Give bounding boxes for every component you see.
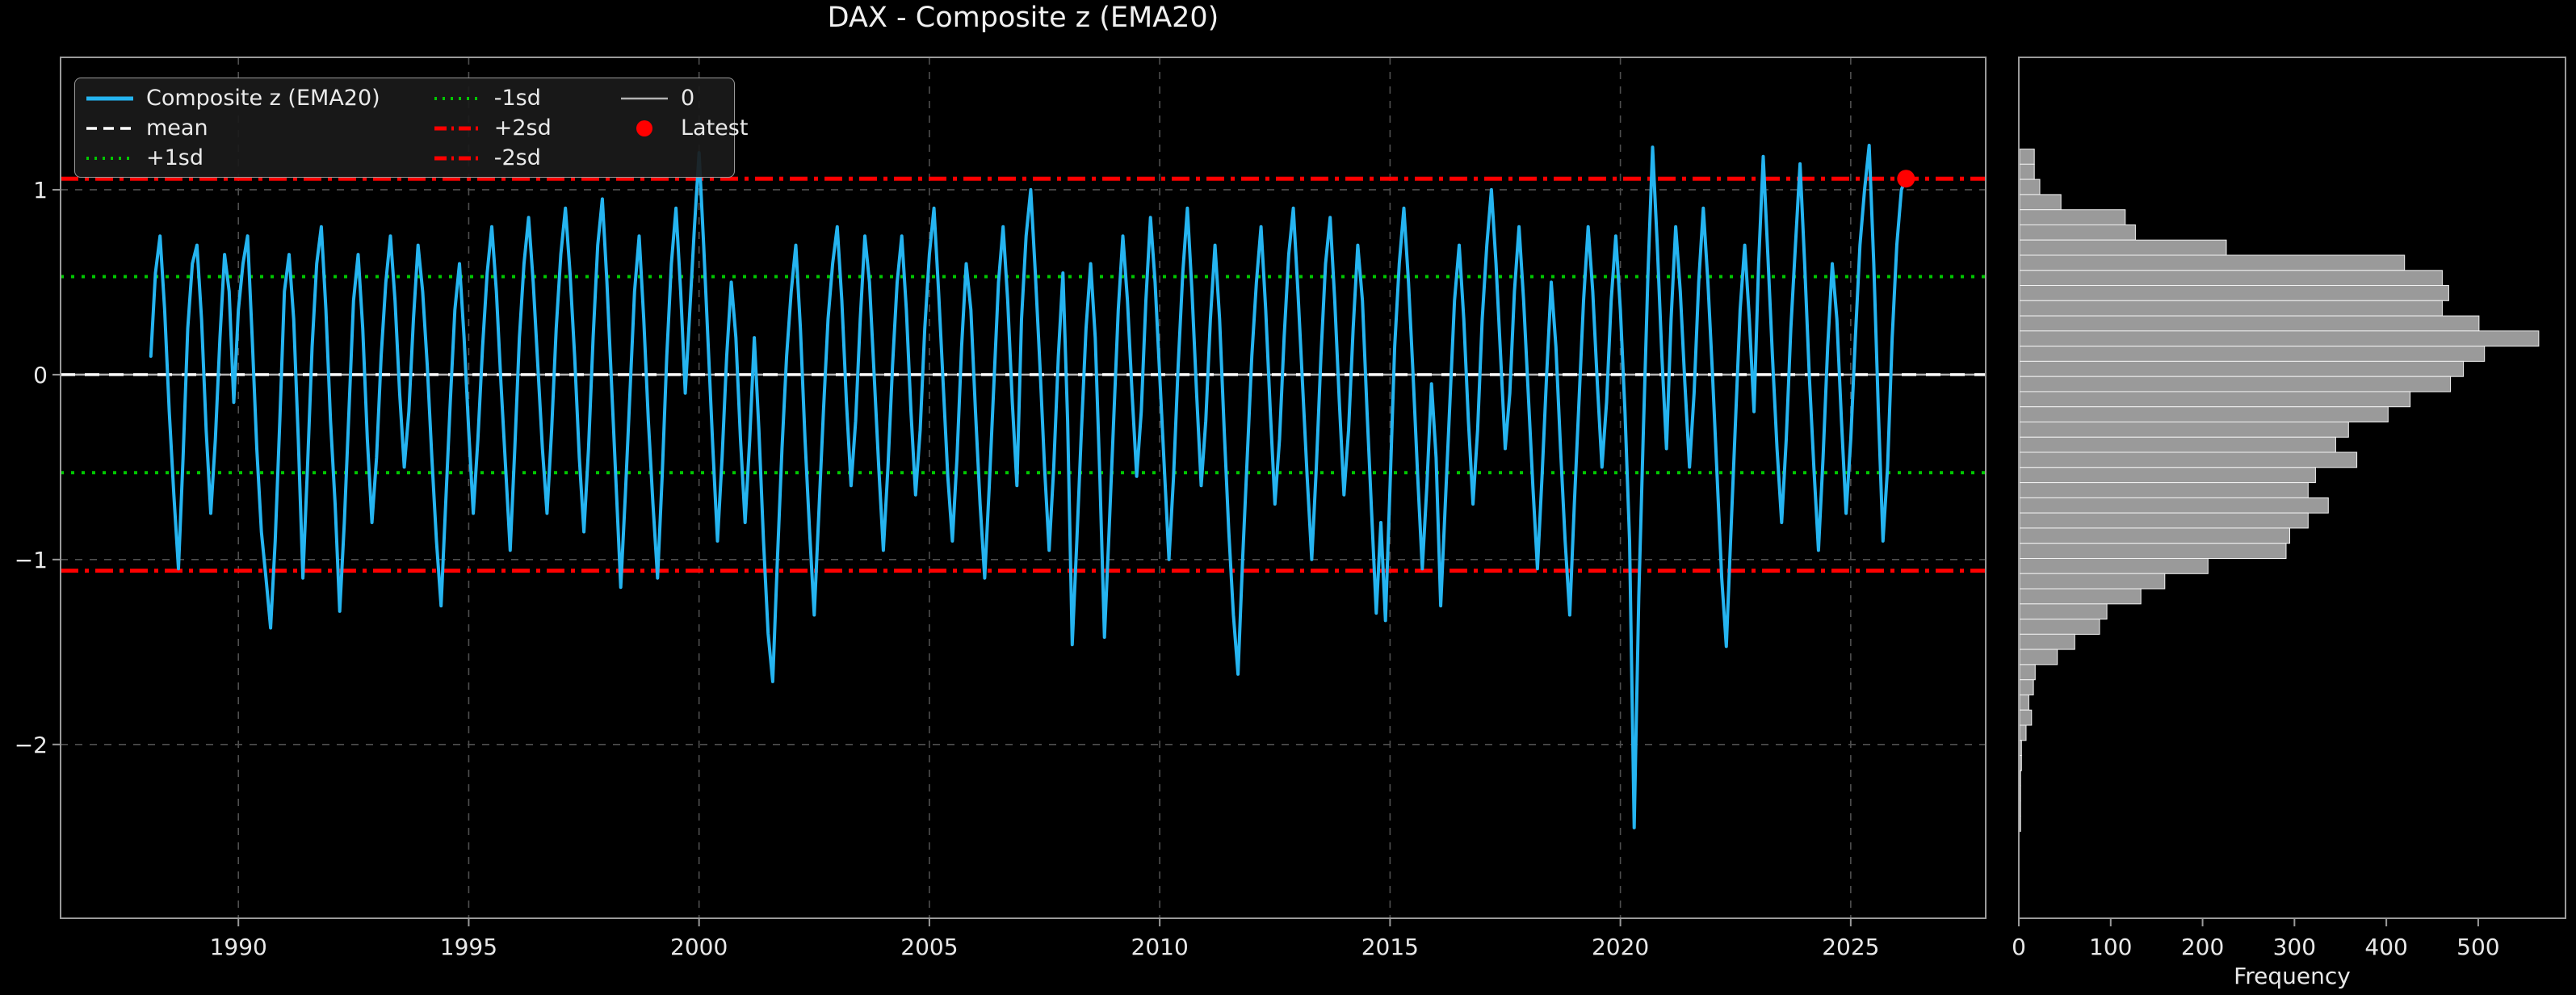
hist-x-tick-label-200: 200: [2181, 934, 2224, 960]
legend-entry: +2sd: [433, 113, 619, 143]
hist-bar: [2019, 406, 2389, 423]
y-tick-label--1: −1: [15, 547, 48, 573]
legend-entry: +1sd: [85, 143, 433, 173]
legend-line-sample-icon: [86, 156, 133, 160]
x-tick-label-2020: 2020: [1592, 934, 1649, 960]
legend-column: -1sd +2sd -2sd: [433, 83, 619, 173]
x-tick-label-2010: 2010: [1131, 934, 1189, 960]
hist-bar: [2019, 588, 2142, 605]
legend-label: +2sd: [493, 115, 552, 141]
legend-entry: Composite z (EMA20): [85, 83, 433, 113]
histogram-xlabel: Frequency: [2234, 963, 2351, 989]
legend-label: 0: [681, 86, 695, 111]
legend-line-sample-icon: [434, 156, 481, 160]
hist-bar: [2019, 330, 2540, 347]
hist-bar: [2019, 178, 2041, 195]
legend-label: Latest: [681, 115, 749, 141]
x-tick-label-2000: 2000: [670, 934, 728, 960]
x-tick-label-1995: 1995: [440, 934, 497, 960]
gridlines: [61, 57, 1986, 918]
hist-bar: [2019, 224, 2136, 241]
legend-line-sample-icon: [434, 96, 481, 100]
main-plot-frame: [60, 57, 1987, 919]
composite-z-series-line: [149, 144, 1908, 829]
hist-bar: [2019, 467, 2316, 484]
hist-bar: [2019, 709, 2033, 726]
hist-bar: [2019, 740, 2022, 757]
hist-bar: [2019, 254, 2406, 271]
legend-entry: -1sd: [433, 83, 619, 113]
hist-bar: [2019, 512, 2309, 529]
hist-bar: [2019, 482, 2309, 498]
legend-line-sample-icon: [86, 96, 133, 100]
legend-label: -2sd: [493, 145, 541, 170]
hist-bar: [2019, 209, 2126, 226]
hist-bar: [2019, 679, 2034, 696]
legend-entry: 0: [619, 83, 724, 113]
legend-entry: Latest: [619, 113, 748, 143]
chart-title: DAX - Composite z (EMA20): [827, 2, 1219, 34]
hist-bar: [2019, 315, 2480, 332]
legend-entry: mean: [85, 113, 433, 143]
hist-bar: [2019, 755, 2022, 771]
legend-label: +1sd: [146, 145, 204, 170]
legend-dot: [636, 120, 652, 136]
hist-bar: [2019, 573, 2166, 590]
hist-bar: [2019, 603, 2108, 620]
hist-bar: [2019, 558, 2209, 574]
hist-x-tick-label-500: 500: [2456, 934, 2499, 960]
hist-x-tick-label-100: 100: [2089, 934, 2132, 960]
y-tick-label-0: 0: [33, 362, 48, 388]
legend-label: Composite z (EMA20): [146, 86, 380, 111]
hist-bar: [2019, 694, 2029, 711]
legend-line-sample-icon: [434, 126, 481, 130]
hist-bar: [2019, 346, 2486, 362]
hist-bar: [2019, 497, 2329, 514]
hist-bar: [2019, 649, 2058, 665]
hist-x-tick-label-300: 300: [2273, 934, 2316, 960]
histogram-bars: [2019, 149, 2540, 832]
legend-label: -1sd: [493, 86, 541, 111]
hist-bar: [2019, 451, 2358, 468]
hist-bar: [2019, 300, 2443, 317]
hist-bar: [2019, 619, 2100, 635]
x-tick-label-2025: 2025: [1822, 934, 1879, 960]
hist-bar: [2019, 422, 2349, 438]
axis-ticks-and-labels: 1990 1995 2000 2005 2010 2015 2020 2025 1 0 −1 −2 0 1…: [15, 177, 2500, 960]
y-tick-label-1: 1: [33, 177, 48, 204]
hist-bar: [2019, 633, 2075, 650]
hist-bar: [2019, 543, 2287, 560]
legend-column: 0 Latest: [619, 83, 748, 143]
hist-bar: [2019, 724, 2027, 741]
hist-bar: [2019, 149, 2035, 165]
hist-bar: [2019, 163, 2035, 180]
hist-bar: [2019, 270, 2443, 287]
x-tick-label-2015: 2015: [1361, 934, 1419, 960]
legend-entry: -2sd: [433, 143, 619, 173]
hist-bar: [2019, 527, 2290, 544]
legend: Composite z (EMA20) mean +1sd -1sd +2sd -2sd 0…: [74, 78, 748, 178]
hist-bar: [2019, 664, 2036, 681]
x-tick-label-1990: 1990: [210, 934, 267, 960]
latest-point-marker: [1897, 170, 1915, 188]
hist-bar: [2019, 194, 2062, 211]
legend-label: mean: [146, 115, 208, 141]
legend-line-sample-icon: [86, 126, 133, 130]
hist-x-tick-label-0: 0: [2012, 934, 2026, 960]
hist-bar: [2019, 360, 2465, 377]
y-tick-label--2: −2: [15, 732, 48, 758]
hist-x-tick-label-400: 400: [2364, 934, 2407, 960]
hist-bar: [2019, 239, 2227, 256]
hist-bar: [2019, 285, 2449, 301]
x-tick-label-2005: 2005: [900, 934, 958, 960]
histogram-frame: [2018, 57, 2566, 919]
hist-bar: [2019, 436, 2336, 453]
legend-line-sample-icon: [621, 97, 668, 99]
hist-bar: [2019, 376, 2452, 393]
hist-bar: [2019, 391, 2411, 408]
legend-column: Composite z (EMA20) mean +1sd: [85, 83, 433, 173]
latest-marker-icon: [636, 120, 652, 136]
